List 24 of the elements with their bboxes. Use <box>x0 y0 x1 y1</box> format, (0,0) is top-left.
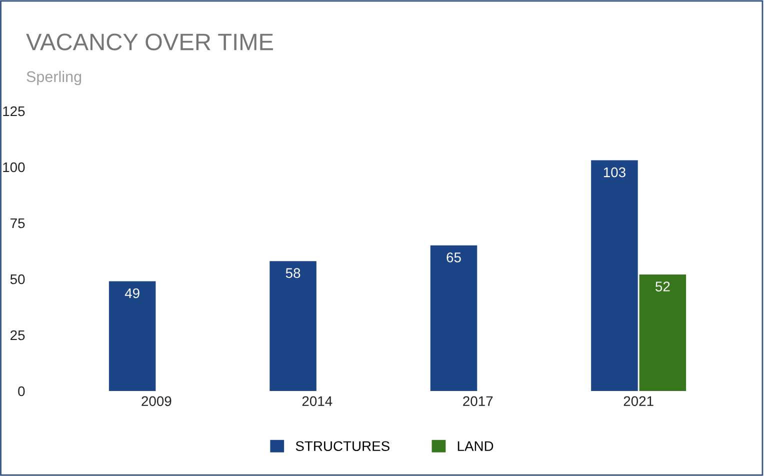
y-tick-label: 75 <box>10 218 25 228</box>
x-tick-label: 2021 <box>624 396 654 406</box>
y-tick-label: 25 <box>10 330 25 340</box>
y-tick-label: 100 <box>3 162 25 172</box>
data-label: 65 <box>446 252 461 262</box>
bar <box>591 160 638 391</box>
y-tick-label: 125 <box>3 106 25 116</box>
bar <box>639 274 686 391</box>
bar <box>270 261 316 391</box>
data-label: 52 <box>656 282 670 292</box>
chart-subtitle: Sperling <box>26 70 82 86</box>
chart-title: VACANCY OVER TIME <box>26 34 273 50</box>
x-tick-label: 2009 <box>142 396 172 406</box>
data-label: 103 <box>604 167 626 178</box>
bar <box>108 281 156 391</box>
legend-label: STRUCTURES <box>296 441 390 452</box>
bar <box>430 245 478 391</box>
x-tick-label: 2017 <box>463 396 493 406</box>
x-tick-label: 2014 <box>302 396 332 406</box>
legend-label: LAND <box>458 441 494 451</box>
y-tick-label: 50 <box>10 274 25 284</box>
data-label: 58 <box>286 268 300 278</box>
data-label: 49 <box>124 288 140 298</box>
y-tick-label: 0 <box>18 386 25 396</box>
